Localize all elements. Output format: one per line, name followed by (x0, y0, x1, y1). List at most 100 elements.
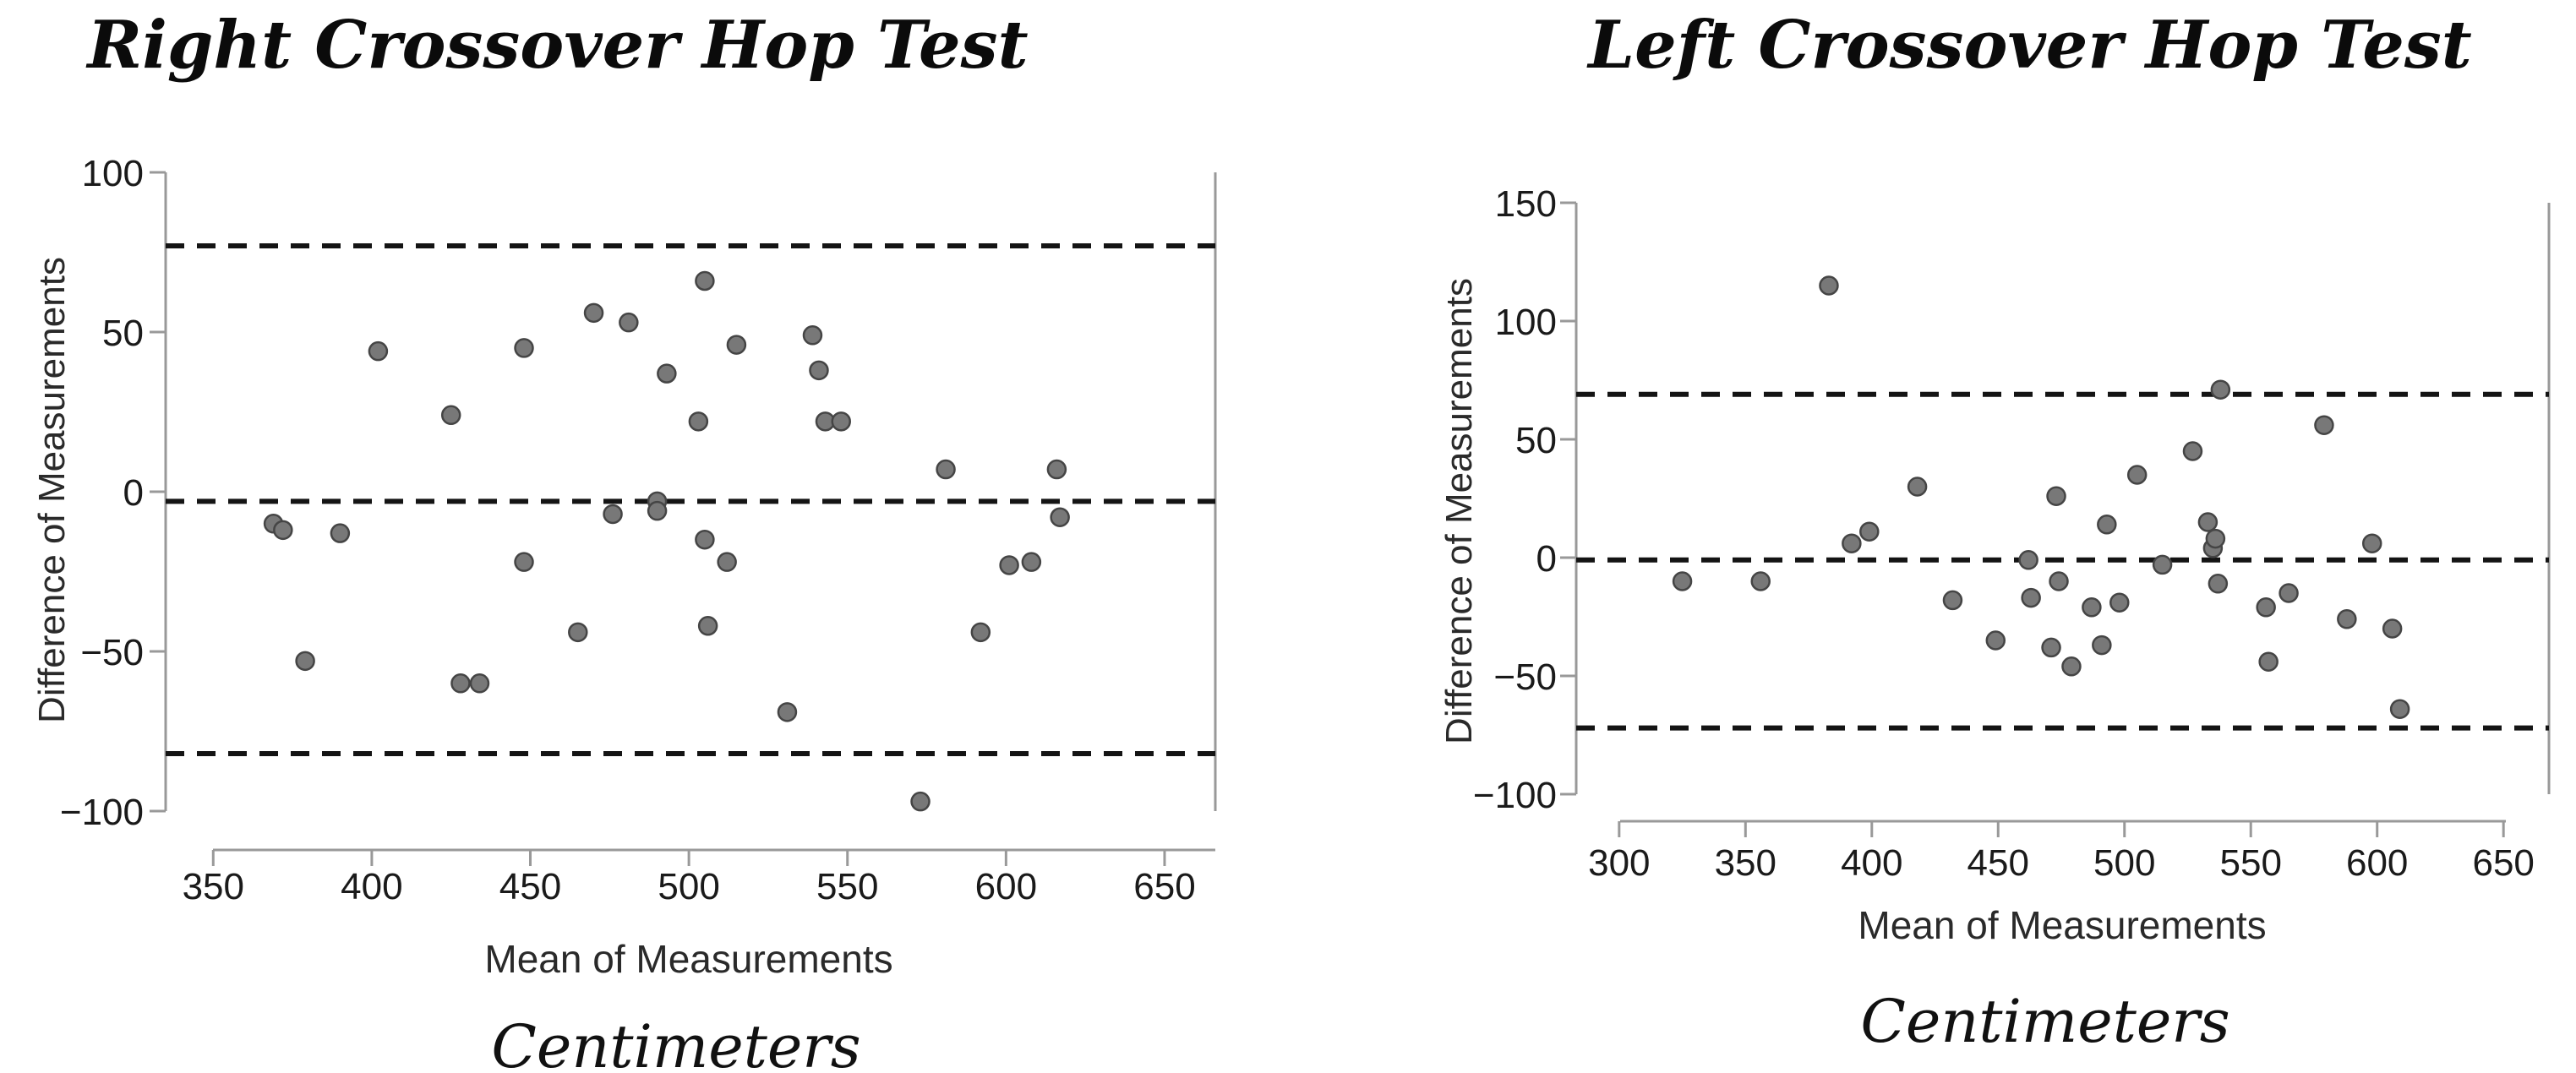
data-point (619, 312, 639, 333)
data-point (910, 791, 931, 812)
data-point (777, 702, 798, 722)
y-tick-label: 100 (82, 153, 144, 194)
y-tick-label: 150 (1495, 183, 1557, 225)
x-tick-label: 600 (975, 866, 1037, 907)
x-tick-label: 350 (183, 866, 244, 907)
x-tick-label: 300 (1588, 842, 1650, 884)
data-point (1859, 521, 1880, 542)
x-tick-label: 650 (2472, 842, 2534, 884)
y-tick-label: 0 (123, 472, 144, 514)
x-tick-label: 450 (1967, 842, 2029, 884)
data-point (695, 529, 715, 550)
data-point (273, 520, 293, 541)
data-point (1942, 590, 1963, 611)
data-point (1672, 571, 1693, 591)
x-tick-label: 650 (1133, 866, 1195, 907)
data-point (726, 335, 747, 355)
data-point (514, 552, 534, 572)
x-tick-label: 600 (2346, 842, 2408, 884)
data-point (330, 523, 351, 543)
data-point (2210, 379, 2231, 400)
data-point (688, 411, 709, 432)
unit-label-left-hop: Centimeters (1860, 987, 2230, 1056)
chart-title-right-hop: Right Crossover Hop Test (87, 7, 1029, 84)
data-point (2092, 635, 2112, 656)
data-point (1050, 507, 1070, 527)
data-point (695, 270, 715, 291)
data-point (2314, 415, 2334, 435)
data-point (2197, 512, 2219, 532)
x-tick-label: 350 (1715, 842, 1776, 884)
x-tick-label: 400 (1841, 842, 1902, 884)
data-point (2208, 574, 2229, 594)
y-tick-label: 50 (1515, 420, 1557, 461)
data-point (1021, 552, 1042, 572)
data-point (2082, 597, 2102, 618)
data-point (2258, 651, 2279, 672)
data-point (2049, 571, 2069, 591)
x-tick-label: 550 (816, 866, 878, 907)
data-point (717, 552, 737, 572)
data-point (368, 340, 389, 362)
data-point (2182, 441, 2203, 461)
data-point (1046, 459, 1067, 480)
y-tick-label: 100 (1495, 302, 1557, 343)
x-axis-title-right-hop: Mean of Measurements (484, 937, 893, 981)
y-tick-label: 0 (1536, 538, 1557, 580)
data-point (2126, 465, 2148, 485)
data-point (2021, 587, 2041, 608)
data-point (2256, 597, 2276, 618)
y-tick-label: −100 (1473, 775, 1557, 816)
data-point (2109, 592, 2130, 613)
y-tick-label: −50 (1493, 656, 1557, 698)
data-point (2389, 699, 2410, 719)
x-tick-label: 450 (499, 866, 561, 907)
x-tick-label: 400 (341, 866, 402, 907)
data-point (295, 651, 315, 672)
data-point (1750, 571, 1771, 591)
data-point (568, 622, 588, 643)
data-point (2046, 486, 2066, 506)
data-point (2337, 609, 2357, 629)
data-point (603, 504, 623, 525)
data-point (2205, 528, 2226, 549)
data-point (2382, 618, 2403, 639)
x-axis-title-left-hop: Mean of Measurements (1858, 903, 2267, 947)
data-point (1907, 477, 1928, 497)
data-point (697, 616, 718, 636)
y-tick-label: −50 (80, 632, 144, 673)
data-point (2061, 656, 2082, 677)
data-point (2152, 554, 2173, 575)
data-point (2279, 583, 2299, 603)
data-point (450, 673, 471, 694)
unit-label-right-hop: Centimeters (491, 1012, 861, 1073)
data-point (970, 622, 991, 643)
y-tick-label: −100 (60, 792, 144, 833)
y-tick-label: 50 (102, 313, 144, 354)
data-point (514, 338, 534, 358)
data-point (1985, 630, 2006, 651)
data-point (999, 555, 1019, 575)
data-point (1842, 533, 1862, 553)
data-point (647, 500, 668, 521)
data-point (802, 325, 823, 346)
data-point (2097, 515, 2117, 535)
data-point (469, 673, 490, 694)
data-point (2361, 533, 2382, 553)
data-point (440, 405, 461, 426)
chart-title-left-hop: Left Crossover Hop Test (1588, 7, 2472, 84)
data-point (936, 459, 956, 480)
x-tick-label: 500 (2093, 842, 2155, 884)
data-point (657, 363, 677, 384)
x-tick-label: 550 (2220, 842, 2282, 884)
data-point (1819, 275, 1839, 296)
data-point (2041, 637, 2061, 658)
data-point (2018, 550, 2038, 570)
x-tick-label: 500 (658, 866, 719, 907)
data-point (583, 302, 604, 324)
data-point (831, 411, 851, 432)
